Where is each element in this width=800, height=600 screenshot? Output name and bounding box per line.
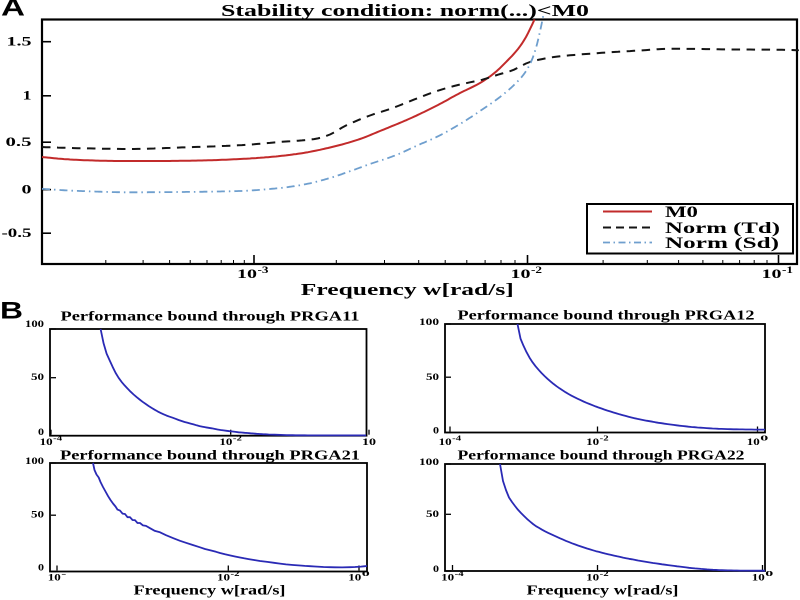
svg-text:-0.5: -0.5 xyxy=(2,225,33,240)
svg-text:0: 0 xyxy=(38,562,45,572)
svg-text:1.5: 1.5 xyxy=(7,34,33,49)
svg-text:Stability condition: norm(...): Stability condition: norm(...)<M0 xyxy=(221,1,589,20)
svg-text:10: 10 xyxy=(511,267,531,281)
svg-text:10: 10 xyxy=(237,267,257,281)
svg-text:-2: -2 xyxy=(600,571,610,578)
svg-text:10: 10 xyxy=(439,437,453,447)
svg-text:0: 0 xyxy=(22,182,32,197)
svg-text:-2: -2 xyxy=(233,436,243,443)
svg-text:10: 10 xyxy=(348,573,362,583)
svg-text:-1: -1 xyxy=(782,265,794,275)
svg-text:50: 50 xyxy=(426,372,440,382)
svg-text:Performance bound through PRGA: Performance bound through PRGA21 xyxy=(60,448,360,463)
svg-text:Frequency w[rad/s]: Frequency w[rad/s] xyxy=(134,583,286,598)
svg-text:Performance bound through PRGA: Performance bound through PRGA22 xyxy=(458,448,746,463)
svg-text:-2: -2 xyxy=(531,265,543,275)
svg-text:1: 1 xyxy=(23,88,32,103)
svg-text:50: 50 xyxy=(31,510,45,520)
svg-text:10: 10 xyxy=(40,437,54,447)
svg-text:-4: -4 xyxy=(455,571,465,578)
svg-text:Frequency w[rad/s]: Frequency w[rad/s] xyxy=(527,583,679,598)
svg-text:0: 0 xyxy=(362,571,371,578)
svg-text:0: 0 xyxy=(765,571,774,578)
svg-text:10: 10 xyxy=(762,267,782,281)
svg-text:-4: -4 xyxy=(53,436,63,443)
svg-text:M0: M0 xyxy=(665,204,698,221)
svg-text:10: 10 xyxy=(586,437,600,447)
svg-text:100: 100 xyxy=(25,319,45,329)
svg-text:B: B xyxy=(0,298,23,325)
svg-text:10: 10 xyxy=(217,573,231,583)
svg-text:10: 10 xyxy=(586,573,600,583)
svg-text:0: 0 xyxy=(760,435,769,442)
svg-text:10: 10 xyxy=(48,573,62,583)
svg-text:A: A xyxy=(1,0,25,22)
svg-text:0: 0 xyxy=(433,426,440,436)
svg-text:10: 10 xyxy=(219,437,233,447)
svg-text:0: 0 xyxy=(38,427,45,437)
svg-text:Norm (Sd): Norm (Sd) xyxy=(665,235,779,252)
svg-text:Norm (Td): Norm (Td) xyxy=(665,220,780,237)
svg-text:10: 10 xyxy=(441,573,455,583)
svg-text:Performance bound through PRGA: Performance bound through PRGA12 xyxy=(458,308,756,323)
svg-text:-3: -3 xyxy=(258,265,270,275)
svg-text:10: 10 xyxy=(752,573,766,583)
svg-text:0.5: 0.5 xyxy=(6,134,33,149)
svg-text:10: 10 xyxy=(362,437,377,447)
svg-text:0: 0 xyxy=(433,564,440,574)
svg-text:Frequency w[rad/s]: Frequency w[rad/s] xyxy=(301,280,514,299)
svg-text:Performance bound through PRGA: Performance bound through PRGA11 xyxy=(61,309,360,324)
svg-text:50: 50 xyxy=(31,372,45,382)
svg-text:100: 100 xyxy=(25,456,45,466)
svg-text:-2: -2 xyxy=(600,435,610,442)
svg-text:100: 100 xyxy=(419,457,440,467)
svg-text:-2: -2 xyxy=(231,571,241,578)
svg-text:50: 50 xyxy=(426,509,440,519)
svg-text:10: 10 xyxy=(747,437,761,447)
svg-text:-4: -4 xyxy=(452,435,462,442)
svg-text:100: 100 xyxy=(419,317,440,327)
svg-text:-: - xyxy=(61,571,68,578)
